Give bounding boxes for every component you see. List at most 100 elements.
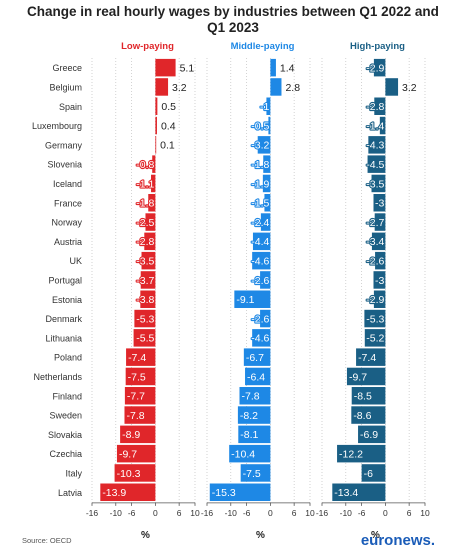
value-label: -3.7: [136, 275, 154, 287]
x-tick-label: 0: [383, 508, 388, 518]
country-label: UK: [69, 256, 82, 266]
value-label: 5.1: [180, 62, 195, 74]
value-label: -2.6: [366, 255, 384, 267]
bar-high-paying: [361, 464, 386, 482]
bar-high-paying: [358, 425, 386, 444]
value-label: -1.9: [251, 178, 269, 190]
bar-high-paying: [385, 78, 399, 96]
bar-middle-paying: [260, 309, 271, 328]
value-label: -5.5: [136, 333, 154, 345]
value-label: -4.6: [251, 333, 269, 345]
value-label: -5.2: [366, 333, 384, 345]
value-label: -3.8: [136, 294, 154, 306]
x-axis-unit: %: [256, 530, 265, 541]
country-label: Greece: [52, 63, 82, 73]
country-label: Poland: [54, 353, 82, 363]
value-label: -3: [375, 198, 384, 210]
bar-middle-paying: [245, 367, 271, 386]
bar-low-paying: [124, 387, 156, 405]
bar-high-paying: [373, 290, 386, 308]
value-label: -7.7: [127, 391, 145, 403]
value-label: -2.6: [251, 313, 269, 325]
bar-middle-paying: [252, 232, 271, 251]
bar-middle-paying: [234, 290, 271, 308]
x-tick-label: -16: [86, 508, 99, 518]
value-label: -1.1: [136, 178, 154, 190]
country-label: Belgium: [49, 82, 82, 92]
chart-title: Change in real hourly wages by industrie…: [27, 4, 439, 19]
bar-middle-paying: [237, 406, 271, 424]
value-label: -1: [260, 101, 269, 113]
value-label: -2.9: [366, 294, 384, 306]
x-tick-label: 0: [268, 508, 273, 518]
bar-low-paying: [134, 309, 156, 328]
x-tick-label: 10: [305, 508, 315, 518]
value-label: -3.5: [136, 255, 154, 267]
value-label: 0.4: [161, 120, 176, 132]
bar-low-paying: [155, 97, 158, 115]
bar-low-paying: [151, 174, 156, 193]
x-tick-label: -10: [110, 508, 123, 518]
bar-middle-paying: [268, 116, 271, 135]
value-label: -4.4: [251, 236, 269, 248]
country-label: Austria: [54, 237, 82, 247]
value-label: -3.2: [251, 140, 269, 152]
value-label: -13.9: [102, 487, 126, 499]
value-label: -8.1: [240, 429, 258, 441]
x-tick-label: 10: [190, 508, 200, 518]
bar-high-paying: [371, 232, 386, 251]
x-tick-label: -6: [358, 508, 366, 518]
bar-low-paying: [152, 155, 156, 173]
bar-middle-paying: [270, 58, 276, 77]
value-label: -13.4: [334, 487, 358, 499]
bar-low-paying: [141, 251, 156, 270]
bar-low-paying: [140, 271, 156, 289]
value-label: -9.1: [236, 294, 254, 306]
value-label: 0.1: [160, 140, 175, 152]
bar-high-paying: [364, 309, 386, 328]
value-label: -0.5: [251, 120, 269, 132]
panel-title-low-paying: Low-paying: [121, 41, 174, 52]
x-tick-label: -16: [201, 508, 214, 518]
value-label: -4.5: [366, 159, 384, 171]
bar-middle-paying: [238, 425, 271, 444]
logo-text: euronews.: [361, 532, 435, 549]
value-label: -12.2: [339, 448, 363, 460]
country-label: Denmark: [45, 314, 82, 324]
bar-middle-paying: [262, 174, 271, 193]
bar-high-paying: [374, 97, 386, 115]
bar-middle-paying: [252, 251, 271, 270]
country-label: Estonia: [52, 295, 82, 305]
chart-title-line2: Q1 2023: [207, 20, 259, 35]
value-label: -7.8: [126, 410, 144, 422]
bar-middle-paying: [229, 444, 271, 463]
value-label: -6.9: [360, 429, 378, 441]
value-label: -2.5: [136, 217, 154, 229]
bar-middle-paying: [270, 78, 282, 96]
panel-title-middle-paying: Middle-paying: [231, 41, 295, 52]
x-tick-label: -6: [243, 508, 251, 518]
source-note: Source: OECD: [22, 536, 72, 545]
bar-high-paying: [373, 58, 386, 77]
bar-high-paying: [379, 116, 386, 135]
bar-low-paying: [155, 136, 157, 154]
x-tick-label: 6: [177, 508, 182, 518]
bar-low-paying: [133, 329, 156, 347]
value-label: -10.3: [117, 468, 141, 480]
value-label: -15.3: [212, 487, 236, 499]
country-label: Norway: [51, 218, 82, 228]
bar-low-paying: [125, 367, 156, 386]
country-label: France: [54, 198, 82, 208]
value-label: -2.6: [251, 275, 269, 287]
value-label: -4.6: [251, 255, 269, 267]
value-label: 1.4: [280, 62, 295, 74]
value-label: -2.4: [251, 217, 269, 229]
bar-middle-paying: [240, 464, 271, 482]
value-label: -6.7: [246, 352, 264, 364]
country-label: Latvia: [58, 488, 82, 498]
euronews-logo: euronews.: [361, 532, 435, 549]
value-label: -3.5: [366, 178, 384, 190]
value-label: -2.7: [366, 217, 384, 229]
bar-middle-paying: [264, 194, 271, 212]
